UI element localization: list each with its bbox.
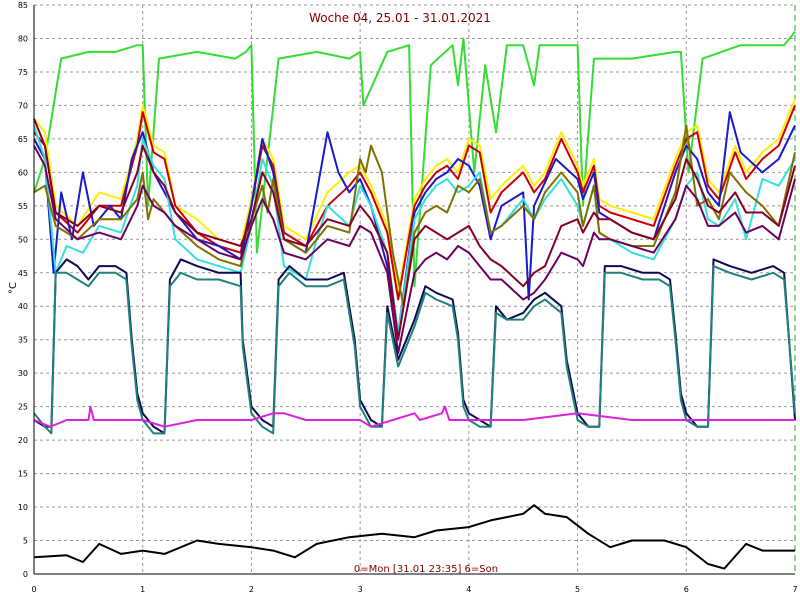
y-tick-label: 80 — [18, 34, 28, 43]
x-tick-label: 6 — [684, 585, 689, 594]
y-tick-label: 65 — [18, 135, 28, 144]
series-line-12 — [33, 504, 795, 570]
series-line-3 — [33, 105, 796, 301]
x-tick-label: 5 — [575, 585, 580, 594]
y-tick-label: 30 — [18, 369, 28, 378]
y-tick-label: 20 — [18, 436, 28, 445]
series-line-7 — [33, 145, 796, 355]
y-tick-label: 35 — [18, 336, 28, 345]
y-tick-label: 40 — [18, 302, 28, 311]
series-line-2 — [33, 98, 796, 294]
chart-footer: 0=Mon [31.01 23:35] 6=Son — [354, 564, 498, 575]
x-tick-label: 2 — [249, 585, 254, 594]
y-tick-label: 5 — [23, 537, 28, 546]
x-tick-label: 4 — [466, 585, 471, 594]
axes — [33, 5, 795, 575]
series-group — [33, 31, 796, 570]
y-tick-label: 75 — [18, 68, 28, 77]
y-tick-label: 60 — [18, 168, 28, 177]
grid — [34, 4, 796, 574]
x-tick-label: 0 — [31, 585, 36, 594]
series-line-1 — [33, 31, 796, 288]
y-tick-label: 25 — [18, 403, 28, 412]
series-line-11 — [33, 405, 795, 428]
series-line-10 — [33, 265, 796, 435]
y-tick-label: 85 — [18, 1, 28, 10]
y-tick-label: 10 — [18, 503, 28, 512]
x-tick-label: 1 — [140, 585, 145, 594]
y-tick-label: 70 — [18, 101, 28, 110]
x-tick-label: 7 — [792, 585, 797, 594]
x-tick-label: 3 — [358, 585, 363, 594]
series-line-5 — [33, 125, 796, 334]
series-line-8 — [33, 118, 796, 341]
y-tick-label: 15 — [18, 470, 28, 479]
series-line-9 — [33, 258, 796, 435]
y-tick-label: 50 — [18, 235, 28, 244]
chart-title: Woche 04, 25.01 - 31.01.2021 — [309, 11, 491, 25]
y-tick-label: 0 — [23, 570, 28, 579]
y-tick-label: 45 — [18, 269, 28, 278]
y-axis-label: °C — [8, 282, 19, 294]
y-tick-label: 55 — [18, 202, 28, 211]
